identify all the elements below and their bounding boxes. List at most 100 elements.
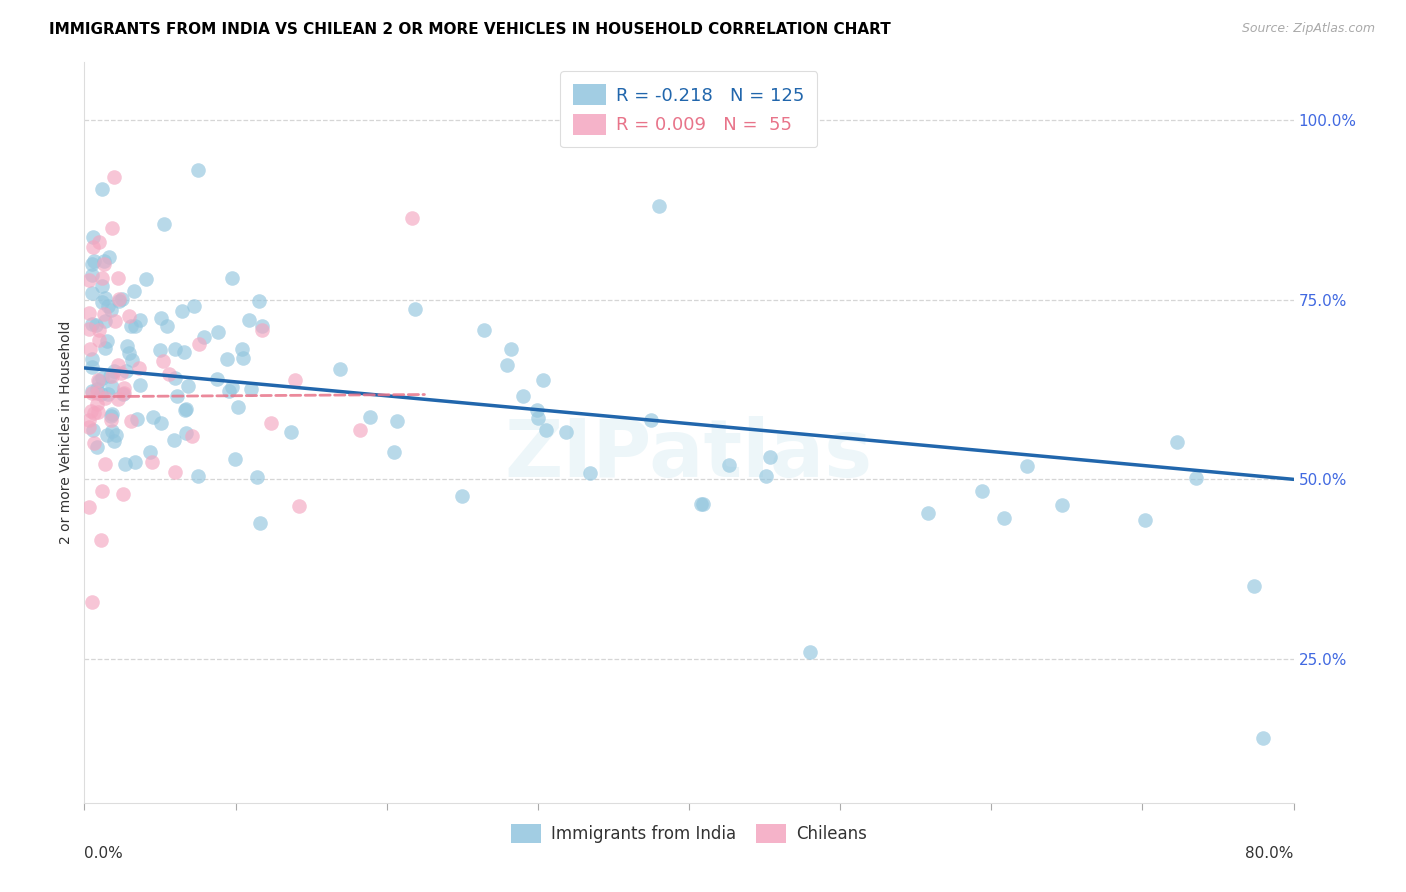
Point bbox=[247, 294, 270, 309]
Point bbox=[173, 344, 195, 359]
Point bbox=[689, 497, 711, 511]
Point bbox=[83, 436, 105, 450]
Point bbox=[152, 354, 174, 368]
Point bbox=[82, 240, 104, 254]
Point bbox=[80, 386, 103, 401]
Point bbox=[177, 378, 200, 392]
Point bbox=[118, 309, 141, 323]
Text: Source: ZipAtlas.com: Source: ZipAtlas.com bbox=[1241, 22, 1375, 36]
Point bbox=[329, 362, 352, 376]
Point bbox=[115, 364, 138, 378]
Point bbox=[124, 319, 146, 334]
Point bbox=[101, 424, 124, 438]
Point bbox=[451, 489, 474, 503]
Point bbox=[90, 483, 112, 498]
Point bbox=[474, 323, 496, 337]
Point bbox=[128, 378, 150, 392]
Point bbox=[80, 285, 103, 300]
Point bbox=[98, 369, 121, 384]
Point bbox=[349, 423, 371, 437]
Point bbox=[152, 217, 174, 231]
Point bbox=[385, 414, 408, 428]
Point bbox=[97, 299, 120, 313]
Point bbox=[100, 409, 122, 424]
Point bbox=[103, 170, 125, 185]
Point bbox=[112, 381, 135, 395]
Point bbox=[84, 318, 107, 332]
Point bbox=[104, 314, 127, 328]
Point bbox=[120, 414, 142, 428]
Point bbox=[101, 380, 124, 394]
Point bbox=[82, 230, 104, 244]
Point bbox=[142, 409, 165, 424]
Point bbox=[174, 402, 197, 417]
Point bbox=[187, 336, 209, 351]
Text: 80.0%: 80.0% bbox=[1246, 846, 1294, 861]
Point bbox=[163, 342, 186, 356]
Point bbox=[232, 351, 254, 366]
Point bbox=[89, 235, 111, 249]
Point bbox=[755, 468, 778, 483]
Text: IMMIGRANTS FROM INDIA VS CHILEAN 2 OR MORE VEHICLES IN HOUSEHOLD CORRELATION CHA: IMMIGRANTS FROM INDIA VS CHILEAN 2 OR MO… bbox=[49, 22, 891, 37]
Point bbox=[128, 360, 150, 375]
Point bbox=[94, 457, 117, 471]
Point bbox=[108, 294, 131, 309]
Point bbox=[640, 413, 662, 427]
Point bbox=[90, 386, 112, 401]
Point bbox=[527, 411, 550, 425]
Point bbox=[221, 270, 243, 285]
Point bbox=[193, 330, 215, 344]
Point bbox=[82, 424, 104, 438]
Point bbox=[112, 487, 135, 501]
Point bbox=[288, 499, 311, 513]
Point bbox=[174, 426, 197, 441]
Point bbox=[80, 352, 103, 367]
Point bbox=[205, 372, 228, 386]
Legend: Immigrants from India, Chileans: Immigrants from India, Chileans bbox=[505, 817, 873, 850]
Point bbox=[101, 369, 124, 384]
Point bbox=[717, 458, 740, 473]
Point bbox=[141, 455, 163, 469]
Point bbox=[173, 403, 195, 417]
Point bbox=[1243, 579, 1265, 593]
Point bbox=[94, 391, 117, 405]
Point bbox=[404, 301, 426, 316]
Point bbox=[239, 383, 262, 397]
Point bbox=[382, 445, 405, 459]
Point bbox=[526, 403, 548, 417]
Point bbox=[100, 303, 122, 318]
Text: 0.0%: 0.0% bbox=[84, 846, 124, 861]
Point bbox=[100, 413, 122, 427]
Point bbox=[124, 284, 146, 298]
Point bbox=[238, 313, 260, 327]
Point bbox=[93, 307, 115, 321]
Point bbox=[80, 268, 103, 282]
Point bbox=[118, 346, 141, 360]
Point bbox=[359, 410, 381, 425]
Point bbox=[172, 304, 194, 318]
Point bbox=[124, 455, 146, 469]
Point bbox=[87, 373, 110, 387]
Point bbox=[135, 272, 157, 286]
Point bbox=[759, 450, 782, 464]
Point bbox=[80, 257, 103, 271]
Point bbox=[105, 427, 128, 442]
Point bbox=[187, 163, 209, 178]
Point bbox=[250, 322, 273, 336]
Point bbox=[499, 342, 522, 356]
Point bbox=[94, 341, 117, 355]
Point bbox=[87, 405, 110, 419]
Point bbox=[94, 313, 117, 327]
Point bbox=[77, 306, 100, 320]
Point bbox=[260, 417, 283, 431]
Point bbox=[90, 371, 112, 385]
Point bbox=[512, 389, 534, 403]
Point bbox=[79, 342, 101, 356]
Point bbox=[207, 325, 229, 339]
Point bbox=[83, 253, 105, 268]
Point bbox=[107, 292, 129, 306]
Point bbox=[970, 484, 993, 499]
Point bbox=[111, 387, 134, 401]
Point bbox=[91, 182, 114, 196]
Point bbox=[107, 392, 129, 406]
